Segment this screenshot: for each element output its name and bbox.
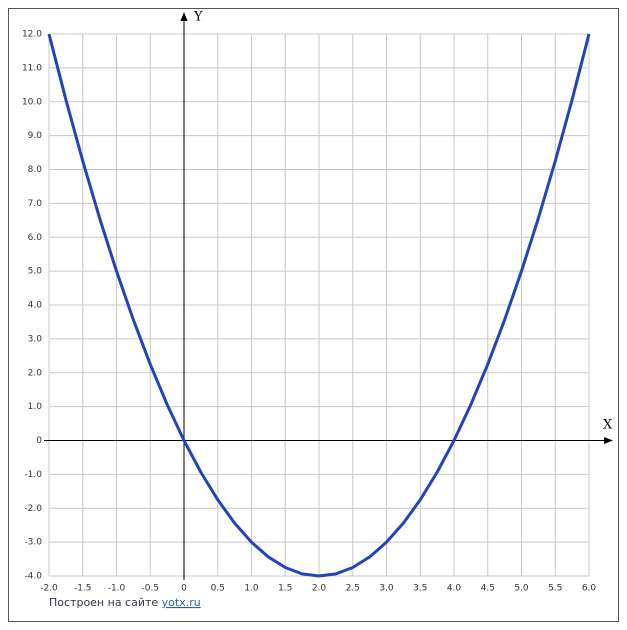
y-tick-label: 4.0 — [28, 301, 43, 311]
y-tick-label: -3.0 — [24, 538, 42, 548]
footer-text: Построен на сайте yotx.ru — [49, 596, 201, 609]
x-tick-label: 0 — [181, 584, 187, 594]
y-tick-label: 1.0 — [28, 402, 43, 412]
y-tick-label: 5.0 — [28, 267, 43, 277]
x-tick-label: 3.0 — [379, 584, 394, 594]
x-tick-label: 2.5 — [346, 584, 360, 594]
x-tick-label: -1.5 — [74, 584, 92, 594]
y-tick-label: 10.0 — [22, 97, 42, 107]
x-tick-label: 3.5 — [413, 584, 427, 594]
x-tick-label: 5.5 — [548, 584, 562, 594]
y-tick-label: 9.0 — [28, 131, 43, 141]
x-tick-label: 1.0 — [244, 584, 259, 594]
y-tick-label: -1.0 — [24, 470, 42, 480]
y-tick-label: 11.0 — [22, 63, 42, 73]
x-tick-label: 5.0 — [514, 584, 529, 594]
x-tick-label: -0.5 — [141, 584, 159, 594]
x-tick-label: 4.5 — [481, 584, 495, 594]
y-tick-label: -4.0 — [24, 572, 42, 582]
footer-label: Построен на сайте — [49, 596, 158, 609]
curve — [47, 33, 591, 578]
y-tick-label: -2.0 — [24, 504, 42, 514]
y-tick-label: 2.0 — [28, 368, 43, 378]
x-tick-label: 1.5 — [278, 584, 292, 594]
y-axis-arrow — [180, 12, 188, 21]
x-axis-arrow — [604, 437, 613, 444]
x-tick-label: 4.0 — [447, 584, 462, 594]
y-tick-label: 8.0 — [28, 165, 43, 175]
y-tick-label: 12.0 — [22, 30, 42, 40]
x-axis-title: X — [603, 418, 613, 433]
y-tick-label: 0 — [36, 436, 42, 446]
y-tick-label: 6.0 — [28, 233, 43, 243]
frame — [8, 8, 619, 622]
x-tick-label: 6.0 — [582, 584, 597, 594]
y-axis-title: Y — [193, 10, 203, 25]
footer-link[interactable]: yotx.ru — [162, 596, 201, 609]
x-tick-label: -1.0 — [108, 584, 126, 594]
x-tick-label: 0.5 — [211, 584, 225, 594]
y-tick-label: 3.0 — [28, 334, 43, 344]
x-tick-label: 2.0 — [312, 584, 327, 594]
y-tick-label: 7.0 — [28, 199, 43, 209]
x-tick-label: -2.0 — [40, 584, 58, 594]
